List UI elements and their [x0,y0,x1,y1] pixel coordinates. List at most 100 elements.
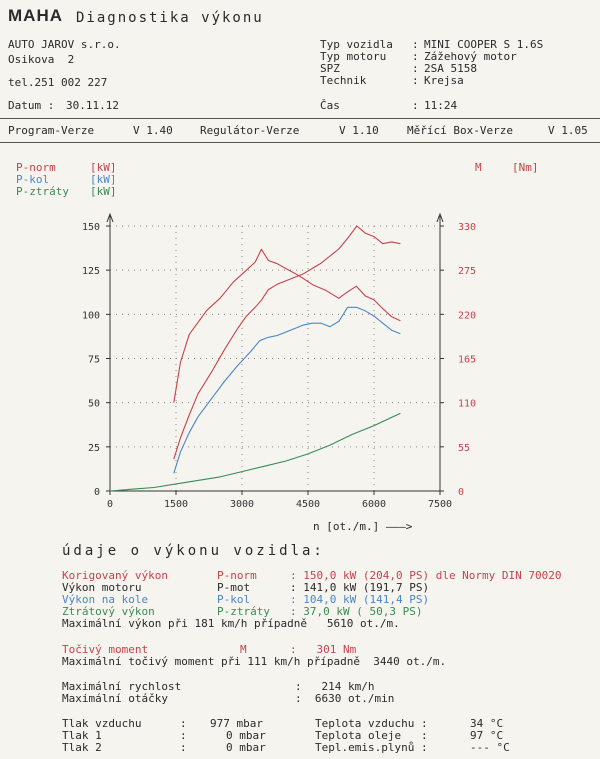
y-left-tick-label: 150 [82,222,100,233]
box-version-value: V 1.05 [548,124,588,137]
torque-value: : 301 Nm [290,643,357,656]
colon: : [180,729,187,742]
p-norm-symbol: P-norm [217,569,257,582]
y-left-tick-label: 100 [82,310,100,321]
torque-label: Točivý moment [62,643,149,656]
x-axis-label: n [ot./m.] ———> [313,520,413,533]
pressure-2-label: Tlak 2 [62,741,102,754]
torque-symbol: M [240,643,247,656]
date-value: 30.11.12 [66,99,119,112]
y-left-tick-label: 0 [94,487,100,498]
plate-value: 2SA 5158 [424,62,477,75]
date-label: Datum : [8,99,55,112]
p-ztraty-value: : 37,0 kW ( 50,3 PS) [290,605,423,618]
y-axis-left-arrow [106,212,114,223]
p-ztraty-label: Ztrátový výkon [62,605,155,618]
p-kol-symbol: P-kol [217,593,251,606]
time-label: Čas [320,99,340,112]
p-mot-value: : 141,0 kW (191,7 PS) [290,581,430,594]
air-temp-value: 34 °C [470,717,504,730]
plate-label: SPZ [320,62,340,75]
program-version-value: V 1.40 [133,124,173,137]
legend-p-kol-unit: [kW] [90,173,117,186]
pressure-1-value: 0 mbar [226,729,266,742]
air-temp-label: Teplota vzduchu : [315,717,428,730]
y-right-tick-label: 220 [458,310,476,321]
legend-p-norm: P-norm [16,161,56,174]
p-kol-label: Výkon na kole [62,593,149,606]
x-tick-label: 3000 [230,499,254,510]
exhaust-temp-label: Tepl.emis.plynů : [315,741,428,754]
x-tick-label: 0 [107,499,113,510]
pressure-1-label: Tlak 1 [62,729,102,742]
colon: : [180,717,187,730]
max-power-line: Maximální výkon při 181 km/h případně 56… [62,617,400,630]
max-speed-value: : 214 km/h [295,680,375,693]
page-title: Diagnostika výkonu [76,10,264,26]
company-phone: tel.251 002 227 [8,76,108,89]
regulator-version-label: Regulátor-Verze [200,124,300,137]
p-norm-value: : 150,0 kW (204,0 PS) dle Normy DIN 7002… [290,569,562,582]
y-right-tick-label: 165 [458,355,476,366]
y-left-tick-label: 125 [82,266,100,277]
colon: : [412,74,419,87]
colon: : [412,62,419,75]
series-line-m [173,248,401,403]
regulator-version-value: V 1.10 [339,124,379,137]
oil-temp-label: Teplota oleje : [315,729,428,742]
divider [0,118,600,119]
max-rpm-label: Maximální otáčky [62,692,168,705]
y-right-tick-label: 275 [458,266,476,277]
p-norm-label: Korigovaný výkon [62,569,168,582]
legend-m: M [475,161,482,174]
pressure-2-value: 0 mbar [226,741,266,754]
legend-p-norm-unit: [kW] [90,161,117,174]
max-speed-label: Maximální rychlost [62,680,182,693]
y-left-tick-label: 50 [88,399,100,410]
y-left-tick-label: 25 [88,443,100,454]
air-pressure-value: 977 mbar [210,717,263,730]
engine-type-value: Zážehový motor [424,50,517,63]
p-ztraty-symbol: P-ztráty [217,605,270,618]
colon: : [412,38,419,51]
technician-label: Technik [320,74,367,87]
summary-heading: údaje o výkonu vozidla: [62,543,325,559]
oil-temp-value: 97 °C [470,729,504,742]
max-rpm-value: : 6630 ot./min [295,692,395,705]
series-line-p-kol [173,306,401,474]
series-line-p-ztr-ty [109,412,401,492]
p-mot-symbol: P-mot [217,581,251,594]
y-axis-right-arrow [436,212,444,223]
maha-logo: MAHA [8,6,63,25]
colon: : [180,741,187,754]
legend-p-ztraty-unit: [kW] [90,185,117,198]
box-version-label: Měřící Box-Verze [407,124,513,137]
legend-p-kol: P-kol [16,173,50,186]
company-name: AUTO JAROV s.r.o. [8,38,121,51]
x-tick-label: 4500 [296,499,320,510]
p-mot-label: Výkon motoru [62,581,142,594]
vehicle-type-value: MINI COOPER S 1.6S [424,38,544,51]
legend-p-ztraty: P-ztráty [16,185,69,198]
x-tick-label: 7500 [428,499,452,510]
exhaust-temp-value: --- °C [470,741,510,754]
divider [0,142,600,143]
engine-type-label: Typ motoru [320,50,387,63]
air-pressure-label: Tlak vzduchu [62,717,142,730]
program-version-label: Program-Verze [8,124,95,137]
y-right-tick-label: 110 [458,399,476,410]
company-street: Osikova 2 [8,53,75,66]
y-right-tick-label: 0 [458,487,464,498]
y-right-tick-label: 330 [458,222,476,233]
x-tick-label: 6000 [362,499,386,510]
colon: : [412,99,419,112]
vehicle-type-label: Typ vozidla [320,38,393,51]
series-line-p-norm [173,225,401,460]
max-torque-line: Maximální točivý moment při 111 km/h pří… [62,655,447,668]
colon: : [412,50,419,63]
x-tick-label: 1500 [164,499,188,510]
time-value: 11:24 [424,99,458,112]
technician-value: Krejsa [424,74,464,87]
y-right-tick-label: 55 [458,443,470,454]
